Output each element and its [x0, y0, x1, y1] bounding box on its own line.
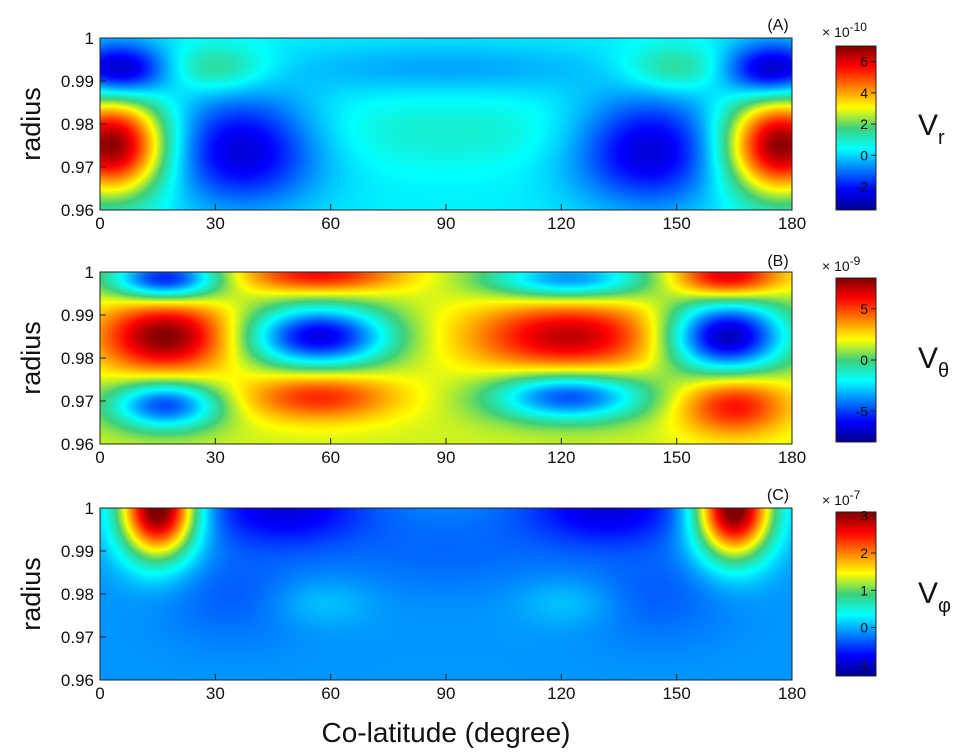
- colorbar-scale-a: [835, 45, 877, 211]
- y-tick-label: 0.96: [61, 201, 94, 220]
- x-tick-label: 0: [95, 684, 104, 703]
- colorbar-tick-label: 6: [860, 54, 868, 70]
- colorbar-tick-label: -1: [856, 657, 869, 673]
- y-axis-c: 1 0.99 0.98 0.97 0.96: [61, 499, 106, 690]
- colorbar-b: × 10-9 5 0 -5 Vθ: [822, 254, 949, 443]
- colorbar-c: × 10-7 3 2 1 0 -1 Vφ: [822, 488, 951, 677]
- colorbar-tick-label: -5: [856, 403, 869, 419]
- colorbar-ticks-a: 6 4 2 0 -2: [856, 54, 876, 195]
- x-tick-label: 120: [547, 214, 575, 233]
- colorbar-multiplier-b: × 10-9: [822, 254, 861, 274]
- x-tick-label: 30: [206, 448, 225, 467]
- x-tick-label: 150: [662, 214, 690, 233]
- y-tick-label: 0.97: [61, 158, 94, 177]
- y-tick-label: 0.97: [61, 628, 94, 647]
- x-tick-label: 90: [437, 448, 456, 467]
- y-axis-b: 1 0.99 0.98 0.97 0.96: [61, 263, 106, 454]
- colorbar-multiplier-c: × 10-7: [822, 488, 861, 508]
- panel-a: 10.990.980.970.96 0 30 60 90 120 150 180 radiu…: [16, 17, 945, 233]
- x-tick-label: 0: [95, 214, 104, 233]
- colorbar-label-c: Vφ: [918, 577, 951, 617]
- y-tick-label: 1: [85, 29, 94, 48]
- colorbar-tick-label: -2: [856, 179, 869, 195]
- colorbar-a: × 10-10 6 4 2 0 -2 Vr: [822, 20, 945, 211]
- x-tick-label: 60: [321, 214, 340, 233]
- colorbar-tick-label: 1: [860, 582, 868, 598]
- panel-c: 10.990.980.970.96 0 30 60 90 120 150 180 radiu…: [16, 487, 951, 703]
- y-tick-label: 0.98: [61, 349, 94, 368]
- x-tick-label: 180: [778, 448, 806, 467]
- y-tick-label: 0.96: [61, 435, 94, 454]
- colorbar-tick-label: 0: [860, 352, 868, 368]
- x-axis-label: Co-latitude (degree): [321, 717, 570, 748]
- colorbar-tick-label: 0: [860, 147, 868, 163]
- colorbar-tick-label: 2: [860, 116, 868, 132]
- panel-tag-a: (A): [767, 17, 788, 34]
- y-tick-label: 0.98: [61, 115, 94, 134]
- colorbar-ticks-b: 5 0 -5: [856, 301, 876, 419]
- y-tick-label: 0.99: [61, 306, 94, 325]
- y-tick-label: 0.98: [61, 585, 94, 604]
- heatmap-c: [100, 508, 792, 680]
- heatmap-a: [100, 38, 792, 210]
- x-tick-label: 60: [321, 684, 340, 703]
- colorbar-tick-label: 5: [860, 301, 868, 317]
- y-tick-label: 1: [85, 263, 94, 282]
- x-tick-label: 0: [95, 448, 104, 467]
- x-axis-b: 0 30 60 90 120 150 180: [95, 438, 806, 467]
- colorbar-tick-label: 4: [860, 85, 868, 101]
- y-axis-label-b: radius: [16, 321, 46, 395]
- y-tick-label: 0.99: [61, 72, 94, 91]
- panel-b: 1 0.99 0.98 0.97 0.96 0 30 60 90 120 150 180 radiu…: [16, 253, 949, 467]
- x-tick-label: 60: [321, 448, 340, 467]
- x-tick-label: 180: [778, 684, 806, 703]
- y-tick-label: 0.99: [61, 542, 94, 561]
- x-tick-label: 30: [206, 214, 225, 233]
- x-tick-label: 90: [437, 214, 456, 233]
- colorbar-label-b: Vθ: [918, 342, 949, 382]
- colorbar-ticks-c: 3 2 1 0 -1: [856, 508, 876, 673]
- panel-tag-b: (B): [767, 253, 788, 270]
- heatmap-b: [100, 272, 792, 444]
- y-axis-a: 1 0.99 0.98 0.97 0.96: [61, 29, 106, 220]
- x-tick-label: 150: [662, 448, 690, 467]
- colorbar-scale-b: [835, 277, 877, 443]
- x-tick-label: 90: [437, 684, 456, 703]
- y-tick-label: 0.96: [61, 671, 94, 690]
- colorbar-label-a: Vr: [918, 109, 945, 149]
- y-axis-label-a: radius: [16, 87, 46, 161]
- x-tick-label: 120: [547, 448, 575, 467]
- x-tick-label: 150: [662, 684, 690, 703]
- x-axis-c: 0 30 60 90 120 150 180: [95, 674, 806, 703]
- panel-tag-c: (C): [767, 487, 789, 504]
- y-tick-label: 0.97: [61, 392, 94, 411]
- colorbar-tick-label: 0: [860, 620, 868, 636]
- x-axis-a: 0 30 60 90 120 150 180: [95, 204, 806, 233]
- x-tick-label: 30: [206, 684, 225, 703]
- colorbar-tick-label: 3: [860, 508, 868, 524]
- colorbar-multiplier-a: × 10-10: [822, 20, 867, 40]
- x-tick-label: 120: [547, 684, 575, 703]
- colorbar-tick-label: 2: [860, 545, 868, 561]
- y-axis-label-c: radius: [16, 557, 46, 631]
- colorbar-scale-c: [835, 511, 877, 677]
- y-tick-label: 1: [85, 499, 94, 518]
- x-tick-label: 180: [778, 214, 806, 233]
